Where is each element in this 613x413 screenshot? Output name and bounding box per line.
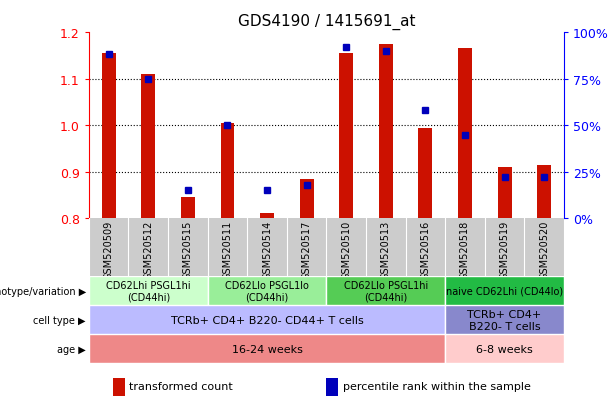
Text: GSM520511: GSM520511	[223, 220, 232, 279]
Bar	[327, 277, 445, 306]
Bar	[89, 306, 445, 335]
Bar	[379, 45, 393, 219]
Text: GSM520516: GSM520516	[421, 220, 430, 279]
Bar	[89, 335, 445, 363]
Bar	[537, 166, 551, 219]
Text: cell type ▶: cell type ▶	[33, 315, 86, 325]
Bar	[445, 306, 564, 335]
Bar	[300, 179, 314, 219]
Text: GSM520512: GSM520512	[143, 220, 153, 279]
Text: 6-8 weeks: 6-8 weeks	[476, 344, 533, 354]
Bar	[458, 49, 472, 219]
Text: GSM520518: GSM520518	[460, 220, 470, 279]
Text: 16-24 weeks: 16-24 weeks	[232, 344, 302, 354]
Bar	[260, 213, 274, 219]
Text: age ▶: age ▶	[57, 344, 86, 354]
Text: CD62Llo PSGL1hi
(CD44hi): CD62Llo PSGL1hi (CD44hi)	[344, 280, 428, 302]
Text: TCRb+ CD4+
B220- T cells: TCRb+ CD4+ B220- T cells	[468, 309, 542, 331]
Bar	[208, 277, 327, 306]
Text: transformed count: transformed count	[129, 381, 233, 391]
Text: GSM520515: GSM520515	[183, 220, 193, 279]
Text: percentile rank within the sample: percentile rank within the sample	[343, 381, 531, 391]
Text: GSM520509: GSM520509	[104, 220, 113, 279]
Bar	[89, 277, 208, 306]
Text: CD62Llo PSGL1lo
(CD44hi): CD62Llo PSGL1lo (CD44hi)	[225, 280, 309, 302]
Text: GSM520513: GSM520513	[381, 220, 391, 279]
Bar	[102, 54, 116, 219]
Bar	[339, 54, 353, 219]
Text: GSM520514: GSM520514	[262, 220, 272, 279]
Text: GSM520519: GSM520519	[500, 220, 509, 279]
Text: GSM520520: GSM520520	[539, 220, 549, 279]
Text: GSM520517: GSM520517	[302, 220, 311, 279]
Text: GSM520510: GSM520510	[341, 220, 351, 279]
Title: GDS4190 / 1415691_at: GDS4190 / 1415691_at	[238, 14, 415, 30]
Bar	[89, 219, 564, 277]
Text: naive CD62Lhi (CD44lo): naive CD62Lhi (CD44lo)	[446, 286, 563, 296]
Bar	[327, 378, 338, 396]
Bar	[498, 168, 511, 219]
Text: genotype/variation ▶: genotype/variation ▶	[0, 286, 86, 296]
Bar	[221, 123, 234, 219]
Bar	[113, 378, 124, 396]
Bar	[445, 277, 564, 306]
Bar	[142, 75, 155, 219]
Text: TCRb+ CD4+ B220- CD44+ T cells: TCRb+ CD4+ B220- CD44+ T cells	[170, 315, 364, 325]
Text: CD62Lhi PSGL1hi
(CD44hi): CD62Lhi PSGL1hi (CD44hi)	[106, 280, 191, 302]
Bar	[445, 335, 564, 363]
Bar	[181, 198, 195, 219]
Bar	[419, 128, 432, 219]
